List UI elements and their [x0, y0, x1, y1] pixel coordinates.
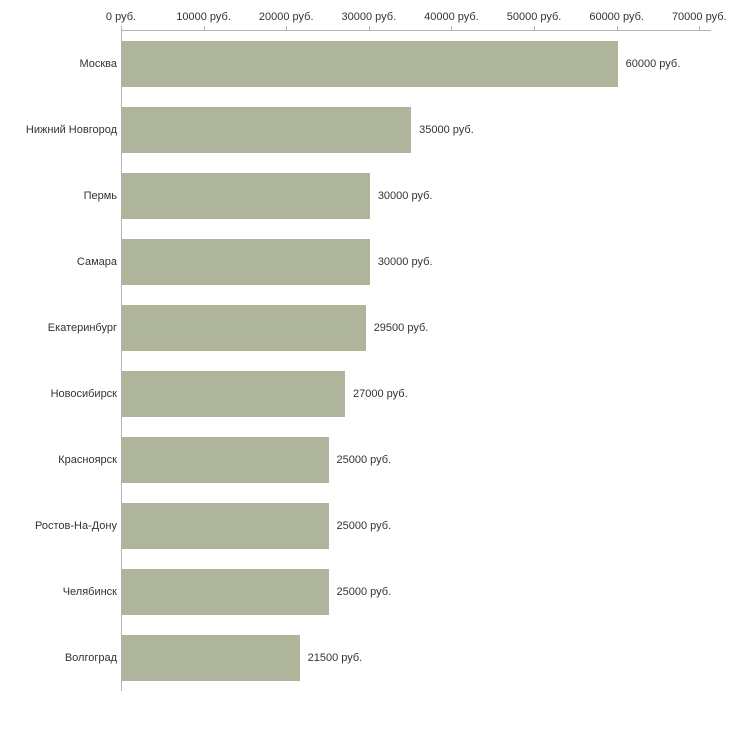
x-tick-mark [121, 26, 122, 30]
bar [122, 635, 300, 681]
x-tick-label: 0 руб. [105, 11, 137, 23]
bar-row: Челябинск 25000 руб. [63, 559, 711, 625]
bar [122, 569, 329, 615]
value-label: 30000 руб. [377, 190, 433, 202]
value-label: 35000 руб. [419, 124, 474, 136]
x-tick-label: 40000 руб. [424, 11, 479, 23]
value-label: 60000 руб. [625, 58, 681, 70]
x-tick-label: 20000 руб. [258, 11, 314, 23]
category-label: Челябинск [62, 586, 117, 598]
category-label: Новосибирск [50, 388, 117, 400]
bar-row: Волгоград 21500 руб. [65, 625, 711, 691]
category-label: Нижний Новгород [25, 124, 117, 136]
bar [122, 41, 618, 87]
x-tick-mark [534, 26, 536, 30]
x-tick-mark [203, 26, 205, 30]
x-axis: 0 руб. 10000 руб. 20000 руб. 30000 руб. 4000… [106, 0, 727, 30]
value-label: 25000 руб. [336, 454, 392, 466]
x-tick-label: 50000 руб. [506, 11, 562, 23]
x-tick-mark [699, 26, 701, 30]
category-label: Красноярск [58, 454, 117, 466]
value-label: 25000 руб. [336, 586, 392, 598]
bar-row: Нижний Новгород 35000 руб. [26, 97, 711, 163]
bar [122, 173, 370, 219]
value-label: 21500 руб. [307, 652, 363, 664]
bar-row: Пермь 30000 руб. [84, 163, 711, 229]
x-tick-label: 30000 руб. [341, 11, 397, 23]
x-tick-label: 10000 руб. [176, 11, 231, 23]
bar-row: Москва 60000 руб. [79, 31, 711, 97]
x-tick-mark [286, 26, 288, 30]
bar-row: Ростов-На-Дону 25000 руб. [35, 493, 711, 559]
x-tick-label: 60000 руб. [589, 11, 644, 23]
bar-row: Новосибирск 27000 руб. [51, 361, 711, 427]
value-label: 30000 руб. [377, 256, 433, 268]
value-label: 25000 руб. [336, 520, 392, 532]
plot-area: Москва 60000 руб. Нижний Новгород 35000 руб… [26, 30, 711, 691]
bar [122, 437, 329, 483]
bar-row: Самара 30000 руб. [77, 229, 711, 295]
category-label: Пермь [83, 190, 117, 202]
bar-row: Красноярск 25000 руб. [58, 427, 711, 493]
x-tick-mark [451, 26, 453, 30]
x-tick-mark [368, 26, 370, 30]
value-label: 27000 руб. [353, 388, 408, 400]
bar-row: Екатеринбург 29500 руб. [48, 295, 711, 361]
x-tick-label: 70000 руб. [671, 11, 727, 23]
category-label: Москва [79, 58, 117, 70]
bar [122, 371, 346, 417]
bar [122, 305, 366, 351]
bar [122, 239, 370, 285]
bar [122, 503, 329, 549]
value-label: 29500 руб. [373, 322, 429, 334]
category-label: Волгоград [64, 652, 117, 664]
bar [122, 107, 412, 153]
x-tick-mark [616, 26, 618, 30]
category-label: Ростов-На-Дону [34, 520, 117, 532]
category-label: Екатеринбург [47, 322, 117, 334]
category-label: Самара [76, 256, 117, 268]
